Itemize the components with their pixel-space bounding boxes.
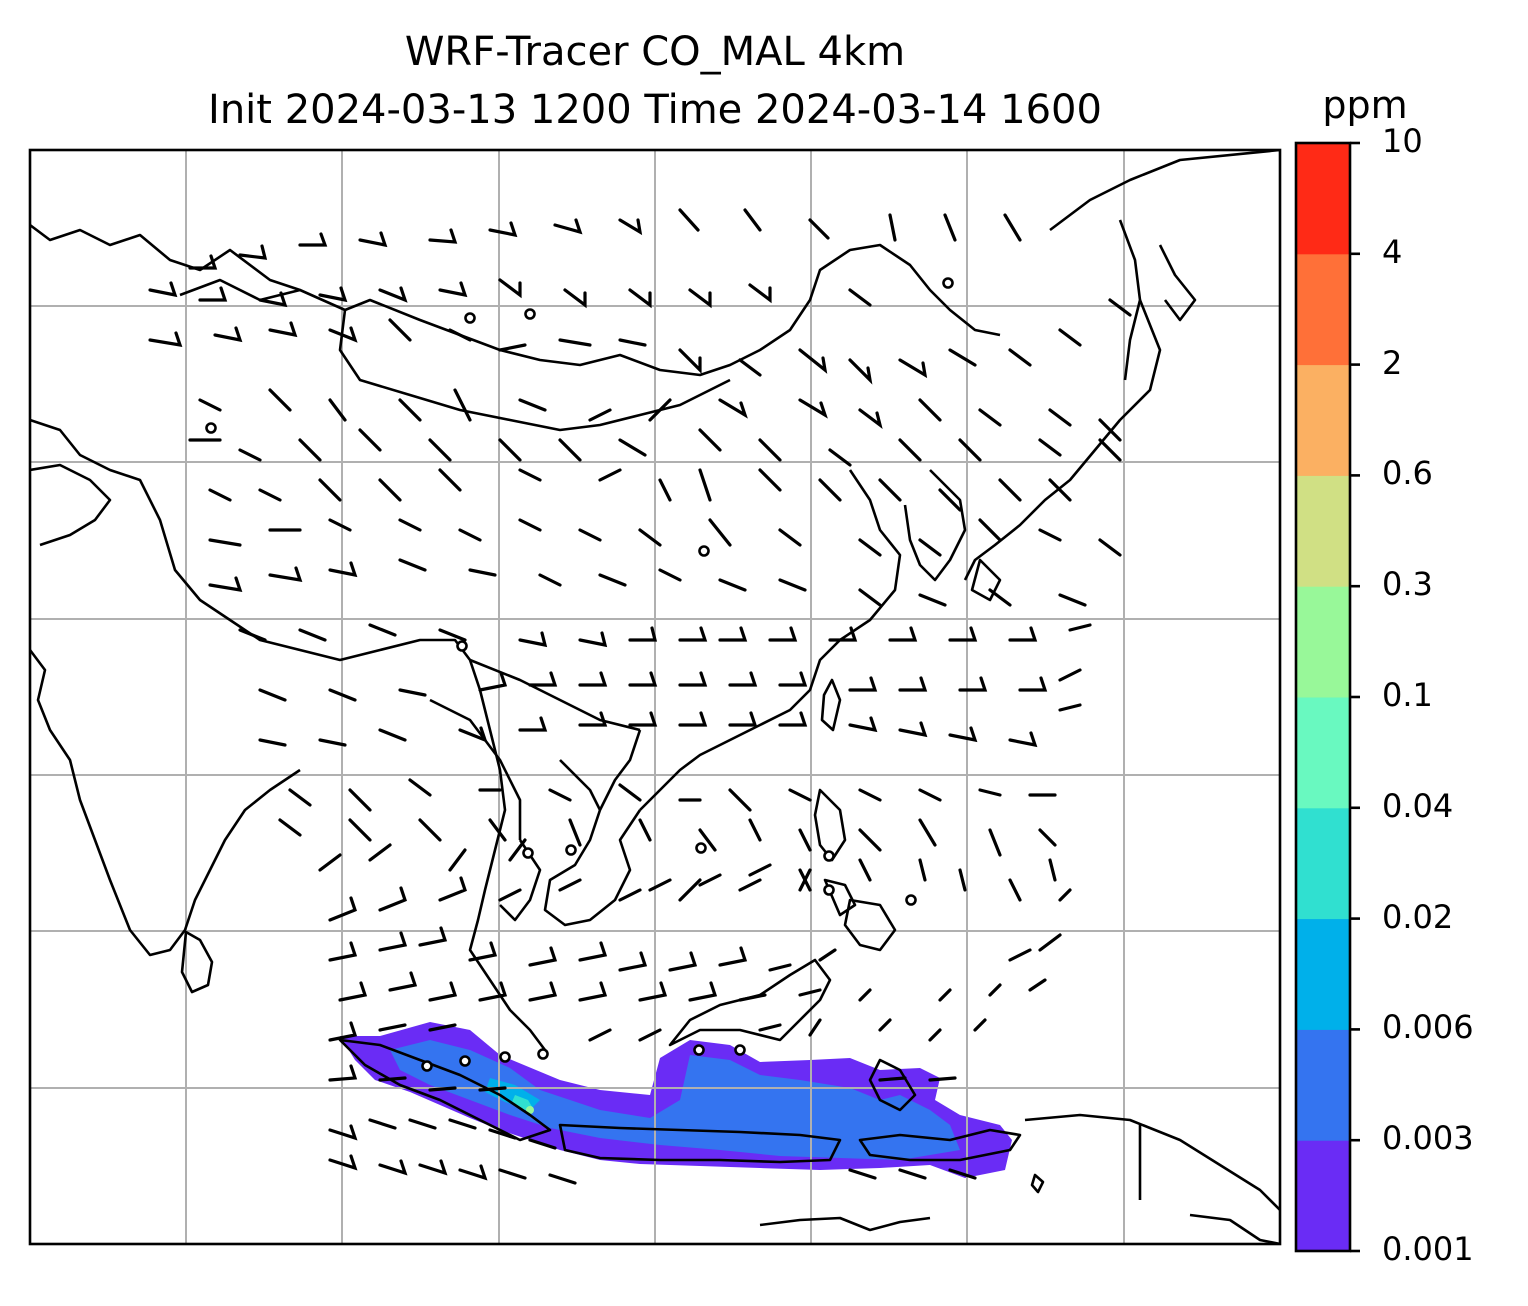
- visayas-coast: [823, 878, 857, 917]
- mongolia-border: [179, 243, 1001, 377]
- map-frame: [28, 148, 1282, 1246]
- thailand-gulf: [499, 839, 542, 922]
- colorbar-unit-label: ppm: [1322, 83, 1408, 127]
- china-east-coast: [639, 469, 902, 811]
- colorbar-tick-label: 0.1: [1382, 676, 1433, 714]
- colorbar-segment: [1296, 918, 1350, 1030]
- colorbar-tick-label: 10: [1382, 122, 1423, 160]
- colorbar-segment: [1296, 143, 1350, 255]
- himalaya-border: [30, 418, 482, 691]
- colorbar-tick-label: 0.001: [1382, 1230, 1474, 1268]
- russia-border: [30, 223, 301, 292]
- colorbar-segment: [1296, 253, 1350, 366]
- colorbar-segment: [1296, 475, 1350, 587]
- colorbar-segment: [1296, 364, 1350, 476]
- colorbar-tick-label: 0.3: [1382, 565, 1433, 604]
- timor-coast: [858, 1128, 1022, 1162]
- mongolia-south: [338, 309, 731, 432]
- colorbar-tick-label: 0.6: [1382, 454, 1433, 493]
- coastlines: [30, 150, 1280, 1244]
- mindanao-coast: [843, 898, 897, 952]
- new-guinea-coast: [1024, 1113, 1280, 1211]
- korea-coast: [903, 469, 967, 582]
- australia-arnhem: [1189, 1213, 1280, 1244]
- city-markers: [205, 277, 954, 1072]
- colorbar-segment: [1296, 586, 1350, 698]
- borneo-coast: [668, 958, 832, 1047]
- taiwan-coast: [820, 678, 842, 732]
- se-asia-borders: [429, 658, 641, 840]
- colorbar-tick-label: 0.04: [1382, 786, 1454, 825]
- colorbar-tick-label: 0.02: [1382, 897, 1454, 936]
- chart-subtitle: Init 2024-03-13 1200 Time 2024-03-14 160…: [208, 87, 1102, 133]
- central-asia: [30, 463, 112, 547]
- indochina-coast: [468, 689, 547, 1051]
- sumatra-coast: [338, 1038, 552, 1142]
- colorbar-segment: [1296, 1029, 1350, 1141]
- far-east-coast: [1049, 150, 1280, 232]
- tracer-plume-inner: [390, 1040, 960, 1160]
- vietnam-coast: [543, 729, 642, 927]
- wind-barbs: [148, 208, 1132, 1185]
- small-island: [1030, 1173, 1045, 1194]
- sulawesi-coast: [868, 1058, 917, 1112]
- australia-north-coast: [759, 1216, 931, 1232]
- gridlines: [30, 150, 1280, 1244]
- kyushu-coast: [970, 558, 1002, 602]
- colorbar-segment: [1296, 697, 1350, 809]
- colorbar-tick-label: 4: [1382, 232, 1403, 271]
- hokkaido-coast: [1158, 244, 1197, 322]
- luzon-coast: [813, 788, 847, 862]
- colorbar-segment: [1296, 807, 1350, 920]
- sri-lanka-coast: [180, 930, 214, 994]
- colorbar-tick-label: 0.003: [1382, 1119, 1474, 1158]
- colorbar-segment: [1296, 1140, 1350, 1252]
- colorbar: [1296, 141, 1360, 1253]
- colorbar-tick-label: 2: [1382, 343, 1403, 382]
- java-coast: [558, 1123, 842, 1164]
- sakhalin-coast: [1118, 219, 1142, 381]
- chart-title: WRF-Tracer CO_MAL 4km: [404, 29, 906, 75]
- tracer-plume-max: [526, 1106, 534, 1114]
- colorbar-frame: [1294, 141, 1352, 1253]
- colorbar-tick-label: 0.006: [1382, 1008, 1474, 1047]
- japan-coast: [963, 299, 1162, 581]
- india-coast: [30, 649, 301, 957]
